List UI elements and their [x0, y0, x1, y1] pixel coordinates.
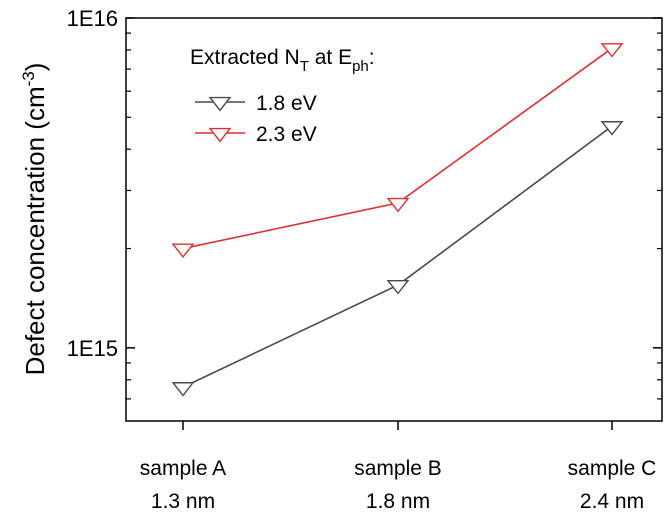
- x-category-label-1: sample B: [354, 457, 442, 480]
- legend-title-mid: at E: [309, 46, 352, 69]
- legend-entries: 1.8 eV 2.3 eV: [195, 92, 317, 146]
- legend-label-0: 1.8 eV: [256, 92, 317, 115]
- legend-title-sub1: T: [300, 58, 309, 75]
- series-0-point-0: [171, 382, 195, 397]
- legend-title-suffix: :: [369, 46, 375, 69]
- series-layer: [171, 43, 624, 397]
- x-category-sublabel-0: 1.3 nm: [151, 490, 215, 513]
- y-axis-label-main: Defect concentration (cm: [20, 86, 50, 375]
- plot-frame: [125, 17, 663, 422]
- series-line-1: [182, 47, 613, 250]
- series-1-point-0: [171, 243, 195, 259]
- series-line-0: [182, 125, 613, 388]
- legend-title-prefix: Extracted N: [190, 46, 300, 69]
- y-tick-label-1: 1E16: [67, 6, 118, 31]
- legend-marker-0: [208, 96, 232, 112]
- x-category-sublabel-2: 2.4 nm: [580, 490, 644, 513]
- x-category-label-0: sample A: [140, 457, 226, 480]
- legend-title: Extracted NT at Eph:: [190, 46, 375, 75]
- y-axis-label-sup: -3: [19, 71, 38, 86]
- y-axis-label: Defect concentration (cm-3): [19, 63, 50, 376]
- legend-label-1: 2.3 eV: [256, 123, 317, 146]
- axes-layer: 1E15 1E16 sample A 1.3 nm sample B 1.8 nm samp…: [67, 6, 662, 513]
- y-axis-label-close: ): [20, 63, 50, 72]
- series-1-point-1: [386, 197, 410, 213]
- series-0-point-1: [386, 279, 410, 295]
- legend-title-sub2: ph: [352, 58, 369, 75]
- series-1-point-2: [600, 43, 624, 58]
- legend-marker-1: [208, 127, 232, 143]
- x-category-label-2: sample C: [568, 457, 657, 480]
- legend: Extracted NT at Eph:: [190, 46, 375, 75]
- y-tick-label-0: 1E15: [67, 336, 118, 361]
- series-0-point-2: [600, 121, 624, 136]
- x-category-sublabel-1: 1.8 nm: [366, 490, 430, 513]
